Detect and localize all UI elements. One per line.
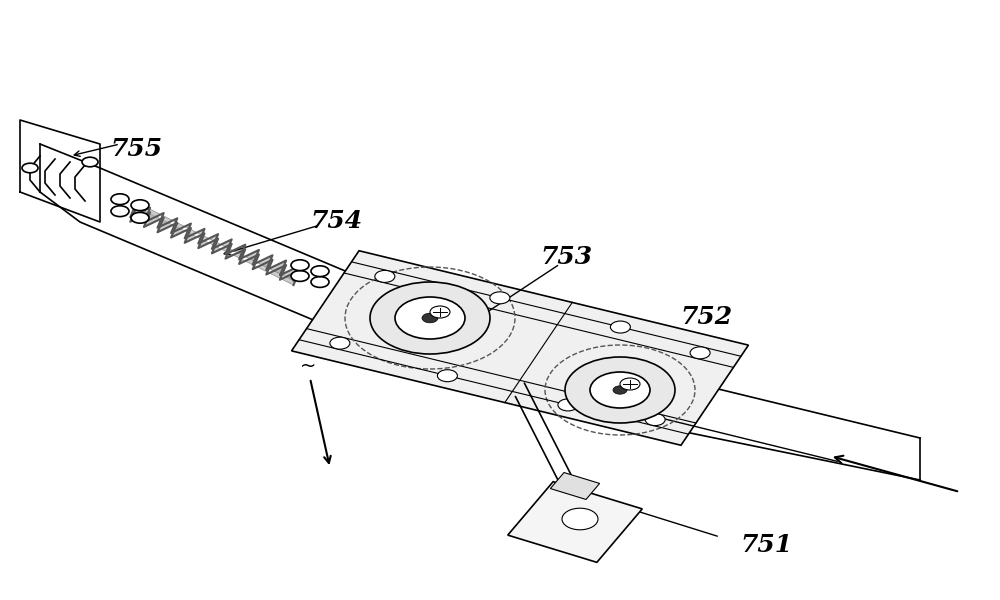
- Circle shape: [562, 508, 598, 530]
- Circle shape: [131, 212, 149, 223]
- Circle shape: [291, 260, 309, 271]
- Bar: [508, 482, 642, 562]
- Circle shape: [311, 277, 329, 287]
- Circle shape: [422, 313, 438, 323]
- Circle shape: [111, 206, 129, 217]
- Circle shape: [82, 157, 98, 167]
- Circle shape: [565, 357, 675, 423]
- Circle shape: [22, 163, 38, 173]
- Polygon shape: [130, 207, 300, 285]
- Circle shape: [430, 306, 450, 318]
- Circle shape: [375, 271, 395, 283]
- Text: 752: 752: [680, 305, 732, 329]
- Circle shape: [370, 282, 490, 354]
- Circle shape: [690, 347, 710, 359]
- Text: 755: 755: [110, 137, 162, 161]
- Circle shape: [490, 292, 510, 304]
- Circle shape: [613, 386, 627, 394]
- Circle shape: [395, 297, 465, 339]
- Polygon shape: [130, 202, 300, 281]
- Circle shape: [311, 266, 329, 277]
- Circle shape: [645, 413, 665, 425]
- Circle shape: [437, 370, 457, 382]
- Circle shape: [590, 372, 650, 408]
- Circle shape: [610, 321, 630, 333]
- Text: 753: 753: [540, 245, 592, 269]
- Circle shape: [620, 378, 640, 390]
- Text: ~: ~: [300, 357, 316, 376]
- Circle shape: [131, 200, 149, 211]
- Circle shape: [111, 194, 129, 205]
- Circle shape: [558, 399, 578, 411]
- Bar: [292, 251, 748, 445]
- Text: 754: 754: [310, 209, 362, 233]
- Circle shape: [330, 337, 350, 349]
- Circle shape: [291, 271, 309, 281]
- Bar: [550, 473, 600, 499]
- Text: 751: 751: [740, 533, 792, 557]
